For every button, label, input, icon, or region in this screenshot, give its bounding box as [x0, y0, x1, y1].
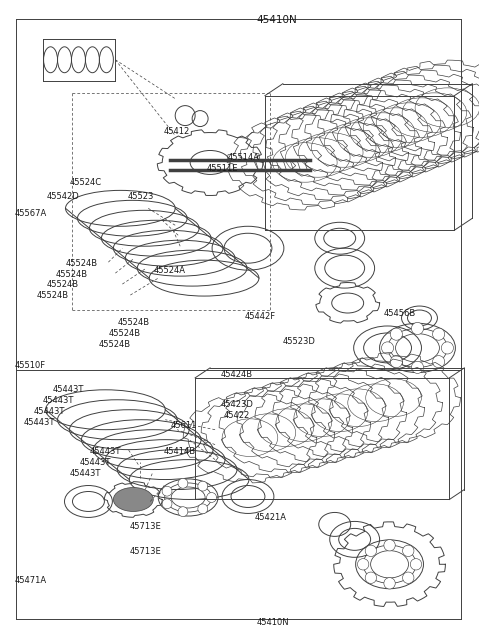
Text: 45443T: 45443T: [52, 385, 84, 394]
Text: 45523: 45523: [128, 193, 154, 202]
Text: 45713E: 45713E: [130, 522, 162, 531]
Circle shape: [207, 493, 216, 502]
Text: 45412: 45412: [163, 127, 190, 136]
Text: 45611: 45611: [170, 420, 197, 430]
Text: 45514A: 45514A: [228, 153, 260, 162]
Text: 45424B: 45424B: [221, 371, 253, 380]
Circle shape: [162, 486, 172, 496]
Text: 45524B: 45524B: [118, 318, 150, 327]
Circle shape: [358, 559, 369, 570]
Text: 45421A: 45421A: [254, 513, 287, 522]
Text: 45414B: 45414B: [163, 447, 195, 456]
Text: 45423D: 45423D: [221, 400, 254, 409]
Text: 45524B: 45524B: [65, 259, 97, 268]
Ellipse shape: [113, 488, 153, 511]
Text: 45443T: 45443T: [70, 468, 101, 477]
Text: 45510F: 45510F: [15, 362, 46, 371]
Circle shape: [403, 545, 414, 557]
Circle shape: [432, 328, 444, 340]
Circle shape: [382, 342, 394, 354]
Circle shape: [162, 499, 172, 509]
Text: 45443T: 45443T: [43, 396, 74, 405]
Circle shape: [365, 572, 377, 584]
Circle shape: [411, 323, 423, 335]
Text: 45410N: 45410N: [257, 618, 289, 627]
Text: 45524B: 45524B: [46, 280, 78, 289]
Text: 45422: 45422: [223, 412, 250, 420]
Circle shape: [384, 578, 395, 589]
Text: 45524B: 45524B: [56, 269, 88, 278]
Text: 45443T: 45443T: [24, 418, 55, 427]
Text: 45443T: 45443T: [80, 458, 111, 467]
Circle shape: [410, 559, 421, 570]
Circle shape: [390, 356, 402, 368]
Text: 45523D: 45523D: [283, 337, 316, 346]
Circle shape: [390, 328, 402, 340]
Text: 45456B: 45456B: [384, 309, 416, 318]
Text: 45524A: 45524A: [154, 266, 186, 275]
Circle shape: [411, 362, 423, 373]
Circle shape: [403, 572, 414, 584]
Circle shape: [432, 356, 444, 368]
Text: 45524B: 45524B: [99, 340, 131, 349]
Text: 45471A: 45471A: [15, 576, 47, 585]
Circle shape: [441, 342, 454, 354]
Text: 45443T: 45443T: [89, 447, 120, 456]
Text: 45524B: 45524B: [36, 291, 69, 300]
Text: 45567A: 45567A: [15, 209, 48, 218]
Text: 45524C: 45524C: [70, 179, 102, 188]
Text: 45410N: 45410N: [257, 15, 298, 25]
Text: 45443T: 45443T: [33, 407, 65, 416]
Text: 45713E: 45713E: [130, 547, 162, 556]
Text: 45511E: 45511E: [206, 164, 238, 173]
Circle shape: [198, 504, 208, 514]
Circle shape: [178, 478, 188, 488]
Text: 45524B: 45524B: [108, 329, 141, 338]
Circle shape: [384, 540, 395, 551]
Text: 45542D: 45542D: [46, 192, 79, 201]
Circle shape: [178, 507, 188, 516]
Circle shape: [198, 481, 208, 491]
Text: 45442F: 45442F: [245, 312, 276, 321]
Circle shape: [365, 545, 377, 557]
